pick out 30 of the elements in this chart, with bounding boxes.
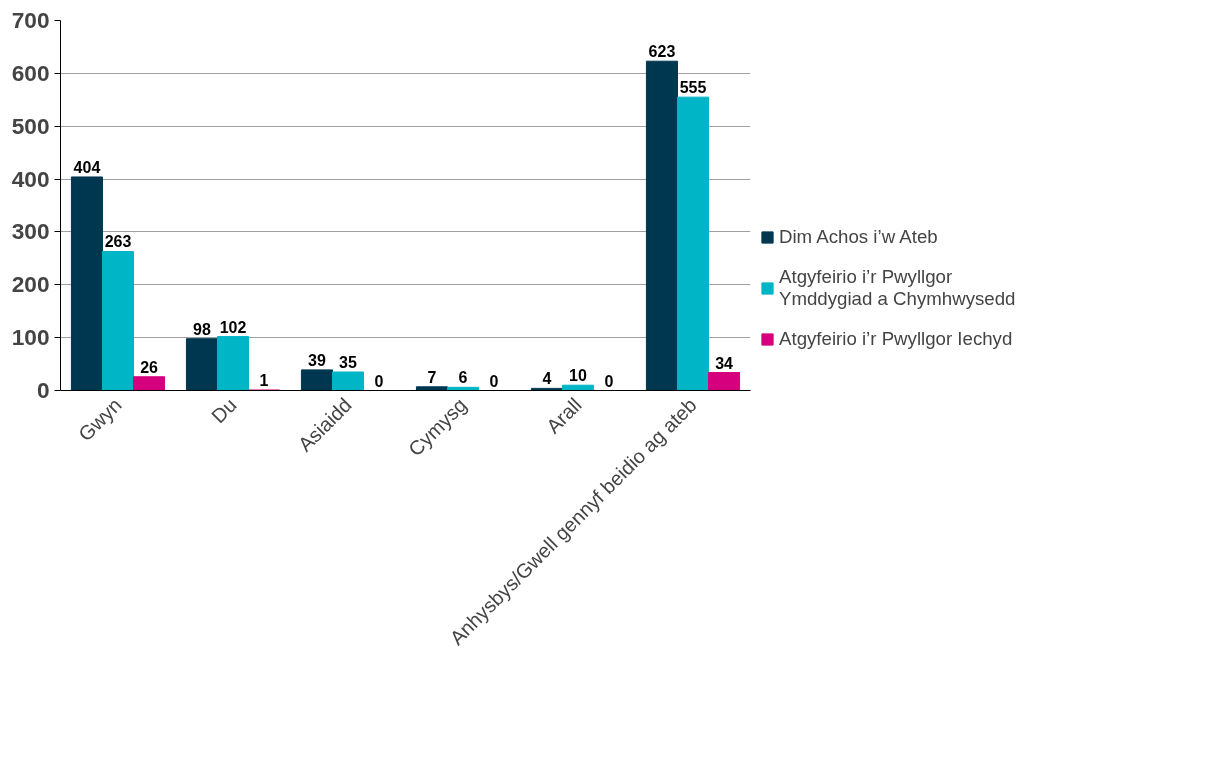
y-tick-label: 500	[11, 112, 50, 139]
legend-label: Atgyfeirio i’r Pwyllgor Iechyd	[779, 328, 1013, 350]
data-label: 263	[104, 233, 132, 251]
data-label: 102	[219, 318, 247, 336]
y-tick-label: 0	[36, 377, 50, 403]
data-label: 623	[648, 43, 676, 61]
data-label: 555	[679, 79, 707, 97]
data-label: 6	[458, 369, 468, 387]
y-tick-label: 300	[11, 218, 50, 245]
data-label: 404	[73, 158, 101, 176]
y-tick-label: 200	[11, 271, 50, 298]
data-label: 34	[715, 354, 734, 372]
legend-label: Dim Achos i’w Ateb	[779, 226, 938, 248]
data-label: 0	[604, 372, 614, 390]
y-tick-label: 400	[11, 165, 50, 192]
data-label: 1	[259, 371, 269, 389]
data-label: 0	[489, 372, 499, 390]
data-label: 7	[427, 368, 437, 386]
y-tick-label: 100	[11, 324, 50, 351]
data-label: 35	[339, 354, 357, 371]
legend-label: Atgyfeirio i’r Pwyllgor Ymddygiad a Chymhwysedd	[779, 266, 1016, 310]
data-label: 10	[569, 367, 587, 385]
y-tick-label: 700	[11, 7, 50, 33]
x-tick-label: Du	[207, 393, 241, 428]
data-label: 98	[193, 320, 211, 338]
data-label: 26	[140, 358, 159, 376]
y-tick-label: 600	[11, 59, 50, 86]
data-label: 0	[374, 372, 384, 390]
data-label: 39	[308, 351, 326, 369]
data-label: 4	[542, 370, 552, 388]
